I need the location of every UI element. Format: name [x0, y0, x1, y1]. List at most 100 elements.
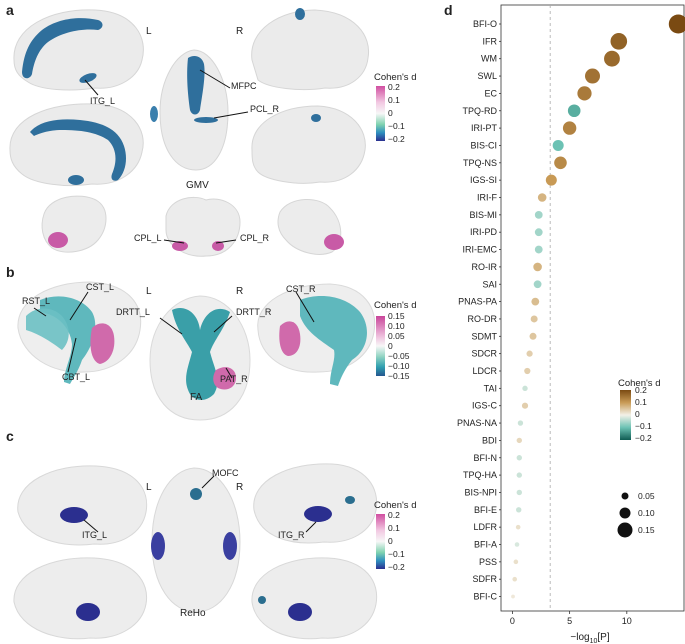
category-label-bfi-c: BFI-C: [474, 592, 498, 602]
blob-b-pink-left: [90, 323, 115, 364]
legend-d-size-circle: [617, 522, 633, 538]
panel-b-right-marker: R: [236, 286, 244, 297]
legend-d-size-circle: [619, 507, 631, 519]
category-label-tpq-ns: TPQ-NS: [463, 158, 497, 168]
brain-right-medial: [251, 105, 366, 184]
blob-temporal-medial: [68, 175, 84, 185]
point-ifr: [610, 33, 628, 50]
panel-c-brains: [13, 463, 378, 640]
category-label-ro-dr: RO-DR: [468, 314, 498, 324]
point-ro-dr: [530, 315, 538, 323]
point-ro-ir: [533, 262, 542, 272]
label-cst-l: CST_L: [86, 282, 115, 292]
point-bis-npi: [516, 489, 522, 496]
legend-c-tick-1: 0.1: [388, 523, 400, 533]
colorbar-b: [376, 316, 385, 376]
panel-a-left-marker: L: [146, 26, 152, 37]
category-label-tai: TAI: [484, 383, 497, 393]
panel-c-arrows: [83, 475, 317, 533]
blob-pat: [213, 367, 236, 390]
point-sdmt: [529, 332, 537, 340]
label-drtt-l: DRTT_L: [116, 307, 150, 317]
legend-b-tick-4: −0.05: [388, 351, 410, 361]
legend-d-size: 0.05 0.10 0.15: [617, 491, 655, 538]
blob-pcl: [194, 117, 218, 123]
category-label-iri-f: IRI-F: [477, 193, 497, 203]
label-drtt-r: DRTT_R: [236, 307, 272, 317]
x-tick-label: 5: [567, 616, 572, 626]
category-label-pnas-pa: PNAS-PA: [458, 297, 497, 307]
x-axis-label: −log10[P]: [570, 632, 609, 644]
label-itg-r: ITG_R: [278, 530, 305, 540]
blob-cpl-left: [172, 241, 188, 251]
legend-b-tick-6: −0.15: [388, 371, 410, 381]
point-tpq-ns: [554, 156, 567, 170]
category-label-iri-emc: IRI-EMC: [463, 245, 498, 255]
blob-c-right-small: [345, 496, 355, 504]
brain-c-right-bottom: [251, 557, 378, 640]
category-label-sdcr: SDCR: [471, 349, 497, 359]
label-itg-l-a: ITG_L: [90, 96, 116, 106]
legend-b-tick-2: 0.05: [388, 331, 405, 341]
legend-b-tick-3: 0: [388, 341, 393, 351]
legend-c-title: Cohen's d: [374, 500, 417, 511]
point-bfi-o: [668, 14, 685, 34]
panel-b-center-label: FA: [190, 392, 203, 403]
point-tpq-ha: [516, 472, 522, 478]
category-label-bfi-e: BFI-E: [474, 505, 497, 515]
category-label-ec: EC: [484, 88, 497, 98]
blob-c-right-bottom-small: [258, 596, 266, 604]
data-points: [511, 14, 685, 599]
category-label-igs-si: IGS-SI: [470, 175, 497, 185]
legend-b-tick-1: 0.10: [388, 321, 405, 331]
category-label-ldfr: LDFR: [473, 522, 497, 532]
panel-letter-b: b: [6, 264, 15, 280]
point-iri-pt: [562, 121, 577, 135]
brain-c-center: [151, 467, 241, 613]
blob-mofc: [190, 488, 202, 500]
colorbar-a: [376, 86, 385, 141]
category-label-bfi-a: BFI-A: [474, 540, 497, 550]
brain-c-right-top: [253, 463, 378, 544]
x-tick-label: 0: [510, 616, 515, 626]
blob-cingulate-left: [22, 18, 103, 79]
blob-cpl-right: [212, 241, 224, 251]
category-label-igs-c: IGS-C: [472, 401, 498, 411]
label-mofc: MOFC: [212, 468, 239, 478]
tract-left-2: [26, 308, 69, 350]
legend-a-tick-3: −0.1: [388, 121, 405, 131]
legend-d-color-title: Cohen's d: [618, 378, 660, 389]
point-ldfr: [515, 524, 521, 530]
blob-right-top: [295, 8, 305, 20]
point-sai: [533, 280, 542, 289]
legend-b-title: Cohen's d: [374, 300, 417, 311]
blob-c-center-left: [151, 532, 165, 560]
category-label-tpq-ha: TPQ-HA: [463, 470, 497, 480]
panel-b-left-marker: L: [146, 286, 152, 297]
point-tai: [522, 385, 528, 392]
point-bfi-a: [514, 542, 520, 547]
category-label-wm: WM: [481, 54, 497, 64]
category-label-bdi: BDI: [482, 435, 497, 445]
chart-d-plot-frame: [500, 4, 685, 612]
panel-letter-c: c: [6, 428, 14, 444]
point-bis-ci: [552, 139, 564, 151]
x-ticks: 0 5 10: [510, 611, 632, 626]
brain-c-left-top: [17, 465, 148, 546]
point-pss: [513, 559, 519, 565]
legend-c-tick-3: −0.1: [388, 549, 405, 559]
point-pnas-pa: [531, 297, 540, 306]
blob-cpl-left-lateral: [48, 232, 68, 248]
point-igs-si: [545, 174, 557, 186]
blob-b-pink-right: [279, 321, 301, 356]
legend-a-tick-2: 0: [388, 108, 393, 118]
category-label-sdfr: SDFR: [473, 574, 498, 584]
category-labels: BFI-O IFR WM SWL EC TPQ-RD IRI-PT BIS-CI TPQ-NS I…: [457, 19, 501, 602]
legend-c-tick-0: 0.2: [388, 510, 400, 520]
panel-letter-a: a: [6, 2, 14, 18]
legend-d-color-tick: 0: [635, 409, 640, 419]
legend-c-tick-2: 0: [388, 536, 393, 546]
blob-c-right-bottom: [288, 603, 312, 621]
legend-b-tick-0: 0.15: [388, 311, 405, 321]
label-itg-l-c: ITG_L: [82, 530, 108, 540]
